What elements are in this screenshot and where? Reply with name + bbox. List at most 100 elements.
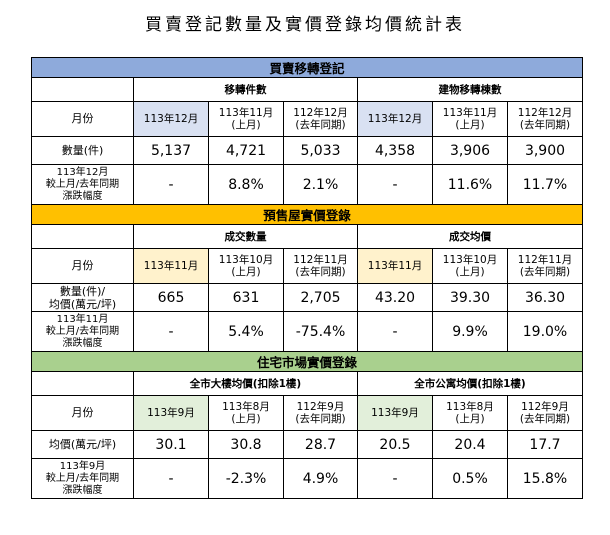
period-month: 113年11月 (143, 260, 199, 272)
change-label-line: 較上月/去年同期 (45, 325, 120, 337)
change-row: 113年11月 較上月/去年同期 漲跌幅度 -5.4% -75.4% -9.9% 19.0% (31, 311, 583, 352)
group-header-row: 全市大樓均價(扣除1樓) 全市公寓均價(扣除1樓) (31, 371, 583, 396)
group-header-row: 成交數量 成交均價 (31, 224, 583, 249)
period-month: 112年9月 (521, 401, 569, 413)
period-note: (上月) (455, 413, 485, 425)
value-cell: 43.20 (357, 283, 433, 312)
period-month: 113年8月 (446, 401, 494, 413)
change-cell: - (357, 458, 433, 499)
value-cell: 20.5 (357, 430, 433, 459)
value-row-label: 數量(件) (31, 136, 134, 165)
period-note: (上月) (231, 413, 261, 425)
value-label-line: 數量(件)/ (59, 284, 106, 298)
period-header: 113年12月 (133, 101, 209, 137)
period-month: 112年11月 (293, 254, 348, 266)
period-month: 112年11月 (517, 254, 573, 266)
value-cell: 28.7 (283, 430, 358, 459)
change-label-line: 漲跌幅度 (62, 190, 103, 202)
change-row: 113年12月 較上月/去年同期 漲跌幅度 -8.8% 2.1% -11.6% 11.7% (31, 164, 583, 205)
empty-cell (31, 224, 134, 249)
section-presale-price-title-row: 預售屋實價登錄 (31, 204, 583, 225)
value-cell: 4,358 (357, 136, 433, 165)
period-header: 113年12月 (357, 101, 433, 137)
value-cell: 2,705 (283, 283, 358, 312)
period-month: 112年12月 (293, 107, 348, 119)
group-header: 全市大樓均價(扣除1樓) (133, 371, 358, 396)
change-row-label: 113年12月 較上月/去年同期 漲跌幅度 (31, 164, 134, 205)
period-month: 113年11月 (442, 107, 498, 119)
value-label-line: 均價(萬元/坪) (48, 297, 117, 311)
period-month: 113年12月 (367, 113, 423, 125)
change-label-line: 較上月/去年同期 (45, 178, 120, 190)
value-cell: 4,721 (208, 136, 284, 165)
change-cell: 8.8% (208, 164, 284, 205)
period-note: (去年同期) (295, 413, 346, 425)
group-header: 全市公寓均價(扣除1樓) (357, 371, 583, 396)
period-month: 113年11月 (367, 260, 423, 272)
period-header-row: 月份 113年12月 113年11月 (上月) 112年12月 (去年同期) 113年12月… (31, 101, 583, 137)
change-label-line: 較上月/去年同期 (45, 472, 120, 484)
value-label-line: 均價(萬元/坪) (48, 438, 117, 451)
period-month: 112年9月 (296, 401, 345, 413)
change-label-line: 113年12月 (56, 166, 109, 178)
period-month: 113年8月 (222, 401, 270, 413)
period-month: 113年10月 (442, 254, 498, 266)
change-label-line: 漲跌幅度 (62, 337, 103, 349)
value-cell: 665 (133, 283, 209, 312)
period-header: 113年11月 (上月) (208, 101, 284, 137)
period-month: 113年9月 (147, 407, 195, 419)
period-note: (上月) (231, 119, 261, 131)
value-label-line: 數量(件) (61, 144, 104, 157)
period-month: 112年12月 (517, 107, 573, 119)
group-header: 成交均價 (357, 224, 583, 249)
period-note: (去年同期) (295, 119, 346, 131)
section-title: 預售屋實價登錄 (31, 204, 583, 225)
value-row: 數量(件) 5,137 4,721 5,033 4,358 3,906 3,900 (31, 136, 583, 165)
change-row-label: 113年9月 較上月/去年同期 漲跌幅度 (31, 458, 134, 499)
change-cell: 2.1% (283, 164, 358, 205)
period-header: 113年8月 (上月) (208, 395, 284, 431)
change-cell: 19.0% (507, 311, 583, 352)
change-cell: - (133, 311, 209, 352)
value-row-label: 均價(萬元/坪) (31, 430, 134, 459)
change-cell: - (357, 164, 433, 205)
change-row-label: 113年11月 較上月/去年同期 漲跌幅度 (31, 311, 134, 352)
period-header-row: 月份 113年11月 113年10月 (上月) 112年11月 (去年同期) 113年11月… (31, 248, 583, 284)
section-title: 住宅市場實價登錄 (31, 351, 583, 372)
value-row: 均價(萬元/坪) 30.1 30.8 28.7 20.5 20.4 17.7 (31, 430, 583, 459)
value-cell: 20.4 (432, 430, 508, 459)
value-cell: 3,906 (432, 136, 508, 165)
period-note: (去年同期) (519, 119, 571, 131)
change-cell: 9.9% (432, 311, 508, 352)
period-header: 113年8月 (上月) (432, 395, 508, 431)
period-month: 113年10月 (218, 254, 274, 266)
month-label: 月份 (31, 248, 134, 284)
value-cell: 17.7 (507, 430, 583, 459)
period-header: 112年11月 (去年同期) (283, 248, 358, 284)
section-transfer-registration-title-row: 買賣移轉登記 (31, 57, 583, 78)
change-row: 113年9月 較上月/去年同期 漲跌幅度 - -2.3% 4.9% -0.5% 15.8% (31, 458, 583, 499)
group-header: 成交數量 (133, 224, 358, 249)
period-header: 113年10月 (上月) (432, 248, 508, 284)
period-header-row: 月份 113年9月 113年8月 (上月) 112年9月 (去年同期) 113年9月 113年… (31, 395, 583, 431)
period-note: (去年同期) (295, 266, 346, 278)
value-row-label: 數量(件)/均價(萬元/坪) (31, 283, 134, 312)
period-note: (上月) (455, 266, 485, 278)
change-cell: 5.4% (208, 311, 284, 352)
month-label: 月份 (31, 101, 134, 137)
statistics-table: 買賣移轉登記 移轉件數 建物移轉棟數 月份 113年12月 113年11月 (上月) 112年… (31, 57, 583, 499)
page-title: 買賣登記數量及實價登錄均價統計表 (145, 15, 465, 35)
change-label-line: 113年9月 (59, 460, 106, 472)
value-cell: 36.30 (507, 283, 583, 312)
period-header: 112年12月 (去年同期) (507, 101, 583, 137)
period-header: 113年10月 (上月) (208, 248, 284, 284)
empty-cell (31, 371, 134, 396)
value-cell: 5,033 (283, 136, 358, 165)
period-header: 113年9月 (133, 395, 209, 431)
period-note: (去年同期) (519, 413, 571, 425)
period-note: (去年同期) (519, 266, 571, 278)
value-cell: 30.1 (133, 430, 209, 459)
value-cell: 631 (208, 283, 284, 312)
period-header: 112年9月 (去年同期) (283, 395, 358, 431)
period-month: 113年12月 (143, 113, 199, 125)
